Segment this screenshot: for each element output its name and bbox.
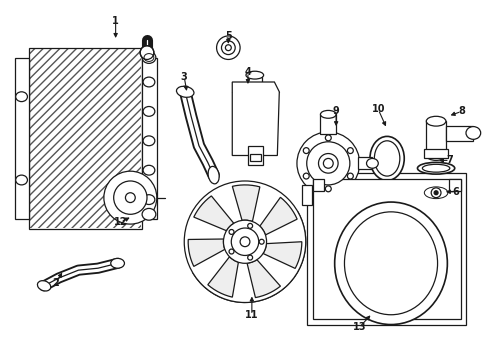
Ellipse shape	[144, 54, 154, 62]
Bar	[142, 58, 157, 219]
Polygon shape	[194, 196, 234, 231]
Bar	[424, 149, 448, 158]
Circle shape	[307, 142, 350, 185]
Ellipse shape	[208, 166, 219, 184]
Circle shape	[229, 229, 234, 234]
Circle shape	[229, 249, 234, 254]
Text: 1: 1	[112, 16, 119, 26]
Ellipse shape	[374, 141, 400, 176]
Circle shape	[231, 228, 259, 256]
Bar	[313, 179, 324, 191]
Ellipse shape	[143, 77, 155, 87]
Bar	[302, 185, 312, 204]
Ellipse shape	[426, 150, 446, 161]
Text: 2: 2	[52, 278, 59, 288]
Ellipse shape	[143, 195, 155, 204]
Bar	[248, 146, 263, 165]
Ellipse shape	[143, 165, 155, 175]
Polygon shape	[263, 242, 302, 269]
Bar	[426, 121, 446, 156]
Bar	[30, 49, 141, 228]
Bar	[446, 126, 473, 141]
Ellipse shape	[142, 51, 156, 63]
Circle shape	[323, 158, 333, 168]
Circle shape	[318, 153, 338, 173]
Ellipse shape	[142, 208, 156, 220]
Bar	[29, 48, 142, 229]
Ellipse shape	[466, 127, 481, 139]
Polygon shape	[232, 82, 279, 156]
Bar	[15, 58, 29, 219]
Ellipse shape	[16, 92, 27, 102]
Circle shape	[259, 239, 264, 244]
Polygon shape	[232, 185, 260, 221]
Polygon shape	[188, 239, 225, 266]
Text: 13: 13	[353, 322, 367, 332]
Circle shape	[248, 255, 253, 260]
Ellipse shape	[246, 71, 264, 79]
Circle shape	[303, 148, 309, 153]
Text: 6: 6	[452, 187, 459, 197]
Ellipse shape	[140, 46, 154, 59]
Bar	[250, 153, 261, 161]
Bar	[320, 114, 336, 134]
Bar	[449, 179, 461, 191]
Text: 5: 5	[225, 31, 232, 41]
Ellipse shape	[367, 158, 378, 168]
Ellipse shape	[37, 281, 51, 291]
Ellipse shape	[422, 164, 450, 172]
Circle shape	[325, 186, 331, 192]
Circle shape	[221, 41, 235, 55]
Circle shape	[104, 171, 157, 224]
Ellipse shape	[417, 162, 455, 174]
Circle shape	[431, 188, 441, 198]
Ellipse shape	[143, 136, 155, 146]
Bar	[29, 48, 142, 229]
Circle shape	[325, 135, 331, 141]
Circle shape	[347, 173, 353, 179]
Circle shape	[125, 193, 135, 203]
Ellipse shape	[335, 202, 447, 325]
Ellipse shape	[16, 175, 27, 185]
Circle shape	[184, 181, 306, 302]
Circle shape	[240, 237, 250, 247]
Circle shape	[114, 181, 147, 214]
Ellipse shape	[426, 116, 446, 126]
Circle shape	[225, 45, 231, 51]
Text: 9: 9	[333, 107, 340, 116]
Ellipse shape	[143, 107, 155, 116]
Circle shape	[303, 173, 309, 179]
Polygon shape	[247, 260, 280, 298]
Circle shape	[297, 132, 360, 195]
Circle shape	[434, 191, 438, 195]
Text: 4: 4	[245, 67, 251, 77]
Ellipse shape	[370, 136, 404, 180]
Text: 11: 11	[245, 310, 259, 320]
Text: 7: 7	[446, 156, 453, 165]
Circle shape	[248, 224, 253, 228]
Bar	[307, 173, 466, 325]
Polygon shape	[260, 197, 297, 235]
Text: 3: 3	[181, 72, 188, 82]
Circle shape	[217, 36, 240, 59]
Circle shape	[347, 148, 353, 153]
Ellipse shape	[176, 86, 194, 97]
Ellipse shape	[419, 184, 453, 202]
Ellipse shape	[320, 111, 336, 118]
Text: 12: 12	[114, 217, 127, 227]
Circle shape	[223, 220, 267, 263]
Polygon shape	[208, 257, 239, 297]
Bar	[313, 179, 461, 319]
Ellipse shape	[111, 258, 124, 268]
Bar	[358, 157, 372, 169]
Ellipse shape	[344, 212, 438, 315]
Text: 10: 10	[371, 104, 385, 114]
Ellipse shape	[424, 187, 448, 199]
Text: 8: 8	[458, 107, 465, 116]
